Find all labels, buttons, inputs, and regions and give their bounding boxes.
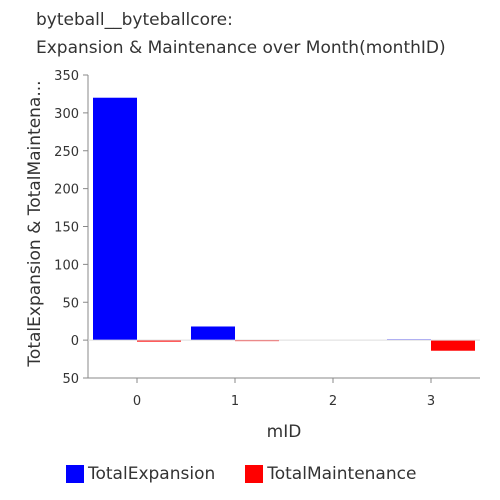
legend-label-total-expansion: TotalExpansion [88, 464, 216, 484]
x-tick-label: 2 [329, 394, 337, 409]
x-axis-title: mID [267, 422, 302, 442]
bar-totalexpansion-1[interactable] [191, 326, 235, 341]
bar-totalexpansion-0[interactable] [93, 97, 137, 341]
legend-swatch-total-expansion [66, 465, 84, 483]
x-tick-label: 1 [231, 394, 239, 409]
y-axis-title: TotalExpansion & TotalMaintena... [25, 80, 45, 367]
y-tick-label: 50 [62, 296, 79, 311]
x-tick-label: 3 [427, 394, 435, 409]
legend: TotalExpansion TotalMaintenance [66, 464, 446, 484]
bar-totalmaintenance-3[interactable] [431, 340, 475, 351]
y-tick-label: 100 [54, 258, 79, 273]
legend-item-total-expansion[interactable]: TotalExpansion [66, 464, 215, 484]
y-tick-label: 200 [54, 183, 79, 198]
legend-swatch-total-maintenance [245, 465, 264, 483]
x-axis: 0 1 2 3 [133, 378, 435, 409]
y-tick-label: 300 [54, 107, 79, 122]
bars-group [93, 97, 475, 351]
chart-title-line-2: Expansion & Maintenance over Month(month… [36, 38, 446, 58]
y-tick-label: 250 [54, 145, 79, 160]
y-tick-label: 0 [71, 334, 79, 349]
y-tick-label: 50 [62, 372, 79, 387]
x-tick-label: 0 [133, 394, 141, 409]
legend-label-total-maintenance: TotalMaintenance [267, 464, 417, 484]
y-tick-label: 150 [54, 221, 79, 236]
bar-totalmaintenance-0[interactable] [137, 340, 181, 342]
y-tick-label: 350 [54, 69, 79, 84]
y-axis: 50 0 50 100 150 200 250 300 350 [54, 69, 88, 387]
legend-item-total-maintenance[interactable]: TotalMaintenance [245, 464, 416, 484]
chart-title-line-1: byteball__byteballcore: [36, 10, 233, 30]
